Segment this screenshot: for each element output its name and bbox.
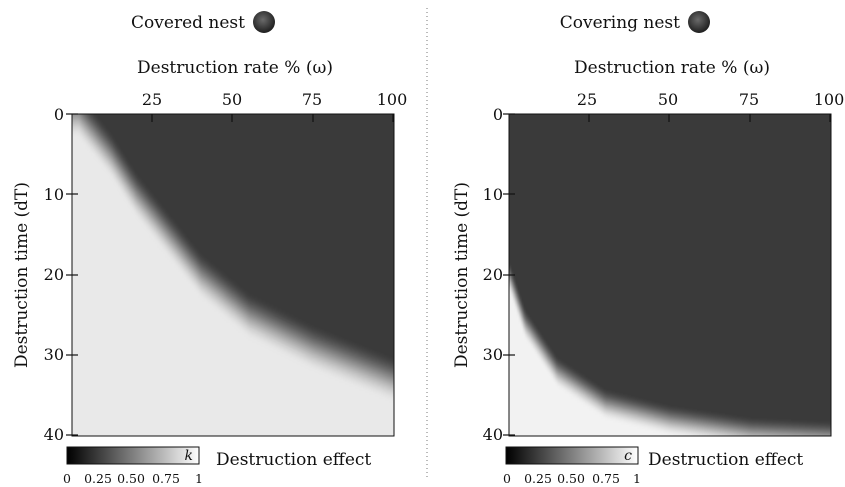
- colorbar: k Destruction effect 0 0.25 0.50 0.75 1: [63, 446, 371, 486]
- x-tick-label: 50: [658, 90, 678, 109]
- colorbar-tick: 0.25: [524, 471, 552, 486]
- y-tick-label: 40: [44, 425, 64, 444]
- x-tick-label: 100: [814, 90, 845, 109]
- x-tick-label: 75: [302, 90, 322, 109]
- y-tick-labels: 0 10 20 30 40: [44, 105, 64, 444]
- nest-icon: [253, 11, 275, 33]
- x-axis-label: Destruction rate % (ω): [137, 58, 333, 78]
- y-tick-label: 30: [483, 345, 503, 364]
- colorbar-tick: 0.75: [592, 471, 620, 486]
- x-tick-labels: 25 50 75 100: [142, 90, 407, 109]
- colorbar-label: Destruction effect: [216, 450, 371, 470]
- colorbar-tick: 0: [503, 471, 511, 486]
- y-axis-label: Destruction time (dT): [452, 182, 472, 368]
- heatmap-covered: [72, 114, 394, 436]
- y-axis-label: Destruction time (dT): [12, 182, 32, 368]
- colorbar-tick: 0.50: [117, 471, 145, 486]
- colorbar-variable: c: [624, 448, 632, 464]
- panel-covering-nest: Covering nest Destruction rate % (ω) 25 …: [452, 11, 844, 486]
- x-tick-label: 75: [739, 90, 759, 109]
- panel-title: Covered nest: [131, 13, 245, 33]
- colorbar-label: Destruction effect: [648, 450, 803, 470]
- y-tick-label: 0: [493, 105, 503, 124]
- y-tick-label: 10: [483, 185, 503, 204]
- colorbar-tick: 0.75: [152, 471, 180, 486]
- nest-icon: [688, 11, 710, 33]
- colorbar-tick: 0.50: [557, 471, 585, 486]
- axis-ticks: [66, 113, 394, 436]
- x-axis-label: Destruction rate % (ω): [574, 58, 770, 78]
- colorbar-variable: k: [185, 448, 193, 464]
- y-tick-label: 40: [483, 425, 503, 444]
- panel-covered-nest: Covered nest Destruction rate % (ω) 25 5…: [12, 11, 407, 486]
- colorbar-tick: 0.25: [84, 471, 112, 486]
- y-tick-label: 20: [44, 265, 64, 284]
- x-tick-label: 25: [577, 90, 597, 109]
- colorbar: c Destruction effect 0 0.25 0.50 0.75 1: [503, 446, 803, 486]
- colorbar-gradient: [505, 446, 639, 465]
- colorbar-tick: 1: [633, 471, 641, 486]
- y-tick-label: 10: [44, 185, 64, 204]
- colorbar-tick: 0: [63, 471, 71, 486]
- x-tick-labels: 25 50 75 100: [577, 90, 844, 109]
- heatmap-covering: [509, 114, 831, 436]
- panel-title: Covering nest: [560, 13, 680, 33]
- axis-ticks: [503, 113, 831, 436]
- x-tick-label: 50: [222, 90, 242, 109]
- x-tick-label: 100: [377, 90, 408, 109]
- colorbar-tick: 1: [195, 471, 203, 486]
- colorbar-gradient: [66, 446, 200, 465]
- y-tick-label: 0: [54, 105, 64, 124]
- y-tick-label: 20: [483, 265, 503, 284]
- y-tick-labels: 0 10 20 30 40: [483, 105, 503, 444]
- x-tick-label: 25: [142, 90, 162, 109]
- y-tick-label: 30: [44, 345, 64, 364]
